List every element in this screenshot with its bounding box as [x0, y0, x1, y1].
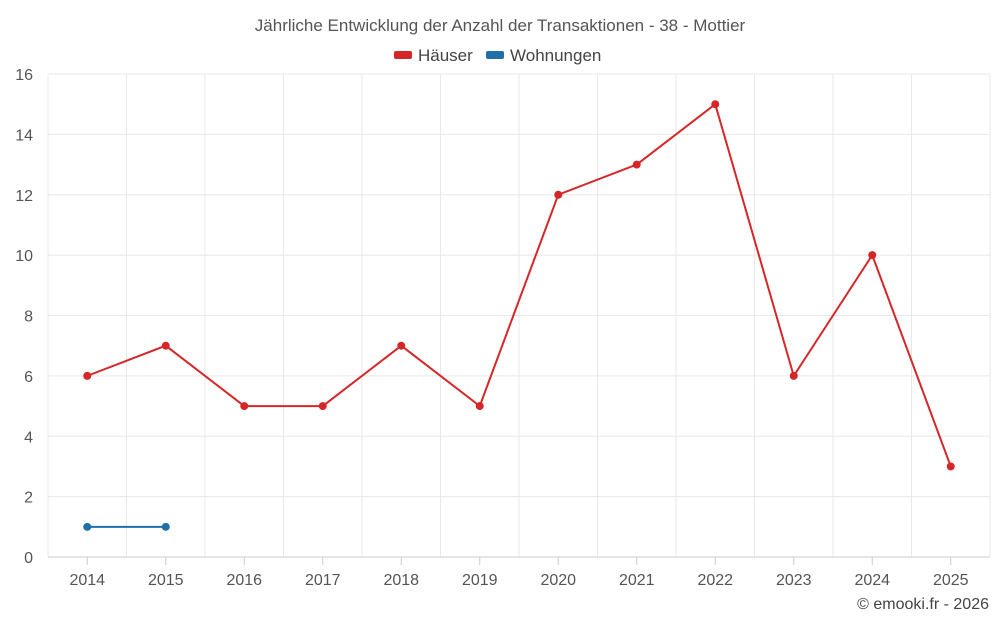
grid [47, 73, 991, 557]
x-tick-label: 2019 [462, 572, 498, 589]
y-axis: 0 2 4 6 8 10 12 14 16 [15, 67, 33, 567]
x-tick-label: 2020 [540, 572, 576, 589]
y-tick-label: 0 [24, 550, 33, 567]
y-tick-label: 16 [15, 67, 33, 84]
y-tick-label: 14 [15, 127, 33, 144]
data-point-haeuser[interactable] [789, 371, 798, 380]
x-tick-label: 2014 [69, 572, 105, 589]
chart-title: Jährliche Entwicklung der Anzahl der Tra… [255, 16, 746, 35]
data-point-haeuser[interactable] [868, 251, 877, 260]
y-tick-label: 2 [24, 490, 33, 507]
x-tick-label: 2018 [383, 572, 419, 589]
x-tick-label: 2022 [697, 572, 733, 589]
legend-label-wohnungen: Wohnungen [510, 46, 601, 65]
series-layer [83, 100, 955, 531]
x-tick-label: 2025 [933, 572, 969, 589]
data-point-haeuser[interactable] [83, 371, 92, 380]
data-point-haeuser[interactable] [632, 160, 641, 169]
y-tick-label: 8 [24, 309, 33, 326]
x-tick-label: 2017 [305, 572, 341, 589]
x-tick-label: 2021 [619, 572, 655, 589]
x-tick-label: 2024 [854, 572, 890, 589]
legend-item-haeuser[interactable]: Häuser [394, 46, 473, 65]
data-point-haeuser[interactable] [554, 190, 563, 199]
legend-label-haeuser: Häuser [418, 46, 473, 65]
legend[interactable]: Häuser Wohnungen [394, 46, 601, 65]
legend-swatch-wohnungen [486, 51, 504, 59]
data-point-haeuser[interactable] [946, 462, 955, 471]
y-tick-label: 6 [24, 369, 33, 386]
data-point-wohnungen[interactable] [83, 522, 92, 531]
legend-item-wohnungen[interactable]: Wohnungen [486, 46, 601, 65]
data-point-wohnungen[interactable] [161, 522, 170, 531]
data-point-haeuser[interactable] [475, 402, 484, 411]
credit-text: © emooki.fr - 2026 [857, 596, 989, 613]
y-tick-label: 12 [15, 188, 33, 205]
legend-swatch-haeuser [394, 51, 412, 59]
x-tick-label: 2015 [148, 572, 184, 589]
data-point-haeuser[interactable] [240, 402, 249, 411]
y-tick-label: 10 [15, 248, 33, 265]
data-point-haeuser[interactable] [161, 341, 170, 350]
data-point-haeuser[interactable] [711, 100, 720, 109]
y-tick-label: 4 [24, 429, 33, 446]
x-tick-label: 2016 [226, 572, 262, 589]
x-tick-label: 2023 [776, 572, 812, 589]
data-point-haeuser[interactable] [318, 402, 327, 411]
x-axis: 2014 2015 2016 2017 2018 2019 2020 2021 2022 2023… [48, 556, 990, 589]
series-line-haeuser [86, 102, 952, 467]
data-point-haeuser[interactable] [397, 341, 406, 350]
